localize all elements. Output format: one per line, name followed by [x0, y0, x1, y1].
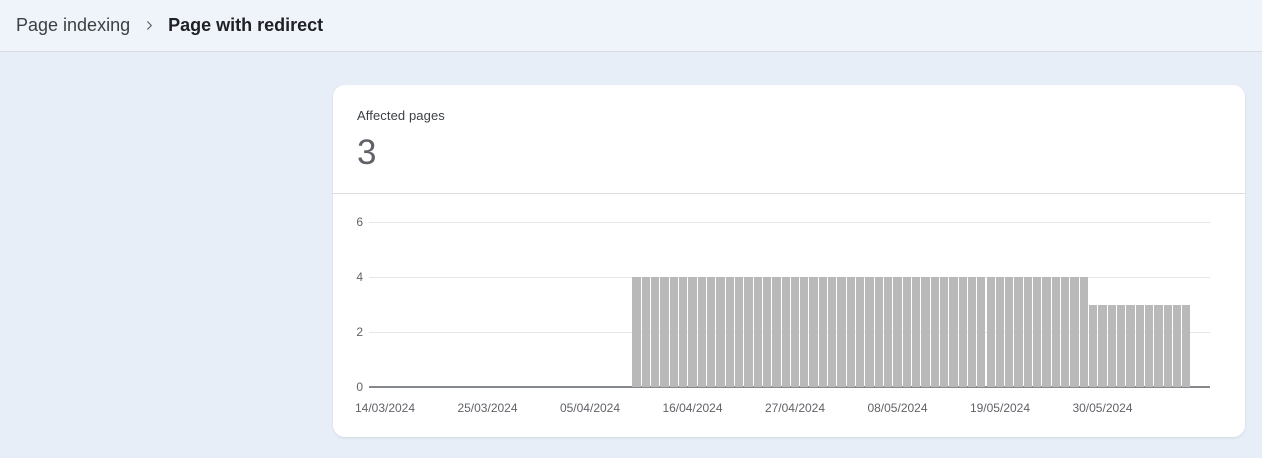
chart-bar [995, 277, 1005, 387]
x-axis-tick-label: 14/03/2024 [354, 401, 416, 415]
chart-bar [753, 277, 762, 387]
chart-bar [1172, 304, 1182, 387]
metric-summary: Affected pages 3 [333, 85, 1245, 194]
chart-bar [772, 277, 781, 387]
x-axis-line [369, 386, 1210, 388]
chart-bar [939, 277, 949, 387]
chart-bar [874, 277, 883, 387]
chart-bar [1144, 304, 1154, 387]
chart-bar [930, 277, 939, 387]
chart-bar [809, 277, 818, 387]
chart-bar [1107, 304, 1116, 387]
chart-bar [790, 277, 800, 387]
chart-bar [1033, 277, 1042, 387]
metric-value: 3 [357, 133, 377, 172]
chart-bar [1135, 304, 1144, 387]
x-axis-tick-label: 16/04/2024 [662, 401, 723, 415]
breadcrumb-bar: Page indexing Page with redirect [0, 0, 1262, 52]
chart-bar [911, 277, 921, 387]
chart-bar [1163, 304, 1172, 387]
y-axis-tick-label: 6 [356, 215, 363, 229]
chart-bar [725, 277, 734, 387]
chart-bar [884, 277, 893, 387]
gridline [369, 222, 1210, 223]
breadcrumb-current: Page with redirect [168, 15, 324, 35]
chart-bar [921, 277, 930, 387]
chart-bar [818, 277, 828, 387]
chart-bar [706, 277, 716, 387]
chart-bar [1126, 304, 1135, 387]
chart-bar [641, 277, 651, 387]
chart-bar [744, 277, 753, 387]
chart-bar [669, 277, 678, 387]
breadcrumb-page-indexing[interactable]: Page indexing [16, 15, 131, 35]
chart-bar [679, 277, 688, 387]
chart-bar [1023, 277, 1033, 387]
chart-bar [828, 277, 837, 387]
chart-bar [734, 277, 744, 387]
chart-bar [1182, 304, 1191, 387]
y-axis-tick-label: 2 [356, 325, 363, 339]
chart-bar [958, 277, 967, 387]
chart-bar [865, 277, 874, 387]
chart-bar [856, 277, 865, 387]
chart-bar [781, 277, 790, 387]
chart-bar [1098, 304, 1107, 387]
chart-bar [949, 277, 958, 387]
affected-pages-card: Affected pages 3 0 2 4 6 14/03/2024 25/03/202… [333, 85, 1245, 437]
x-axis-tick-label: 30/05/2024 [1072, 401, 1133, 415]
chart-bar [893, 277, 902, 387]
chart-bar [1042, 277, 1051, 387]
x-axis-tick-label: 05/04/2024 [559, 401, 621, 415]
chart-bar [967, 277, 977, 387]
chart-bar [651, 277, 660, 387]
y-axis-tick-label: 4 [356, 270, 363, 284]
chart-bar [1116, 304, 1126, 387]
breadcrumb: Page indexing Page with redirect [16, 15, 323, 36]
chart-bar [1005, 277, 1014, 387]
chart-bar [1051, 277, 1061, 387]
chevron-right-icon [130, 20, 168, 31]
chart-bar [986, 277, 995, 387]
chart-bar [762, 277, 772, 387]
x-axis-tick-label: 25/03/2024 [457, 401, 518, 415]
affected-pages-chart: 0 2 4 6 14/03/2024 25/03/2024 05/04/2024 16/04/… [333, 194, 1245, 437]
chart-bar [1061, 277, 1070, 387]
chart-bar [977, 277, 986, 387]
y-axis-tick-label: 0 [356, 380, 363, 394]
x-axis-tick-label: 08/05/2024 [867, 401, 928, 415]
chart-bar [660, 277, 669, 387]
chart-bar [902, 277, 911, 387]
x-axis-tick-label: 27/04/2024 [764, 401, 826, 415]
chart-bar [837, 277, 846, 387]
chart-bar [1089, 304, 1098, 387]
chart-bar [1070, 277, 1079, 387]
chart-bar [688, 277, 697, 387]
chart-bar [846, 277, 856, 387]
chart-bar [697, 277, 706, 387]
chart-bar [800, 277, 809, 387]
chart-bar [1154, 304, 1163, 387]
x-axis-tick-label: 19/05/2024 [969, 401, 1031, 415]
chart-bar [632, 277, 641, 387]
chart-bar [1079, 277, 1088, 387]
chart-bar [716, 277, 725, 387]
chart-bar [1014, 277, 1023, 387]
metric-label: Affected pages [357, 108, 445, 123]
